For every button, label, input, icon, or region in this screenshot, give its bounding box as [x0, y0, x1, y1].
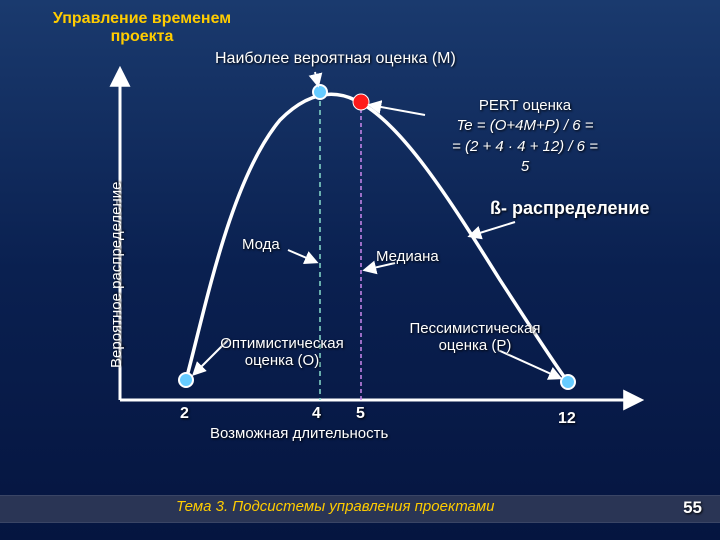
pert-formula: PERT оценка Te = (O+4M+P) / 6 = = (2 + 4…: [420, 96, 630, 177]
pert-title: PERT оценка: [420, 96, 630, 116]
footer-text: Тема 3. Подсистемы управления проектами: [176, 498, 495, 515]
xtick-2: 2: [180, 405, 189, 423]
label-beta: ß- распределение: [490, 198, 649, 219]
y-axis-label: Вероятное распределение: [108, 181, 125, 368]
xtick-12: 12: [558, 410, 576, 428]
xtick-5: 5: [356, 405, 365, 423]
slide: Управление временем проекта: [0, 0, 720, 540]
page-number: 55: [683, 498, 702, 518]
label-mode: Мода: [242, 236, 280, 253]
xtick-4: 4: [312, 405, 321, 423]
pert-line2: = (2 + 4 · 4 + 12) / 6 =: [420, 137, 630, 157]
label-most-likely: Наиболее вероятная оценка (M): [215, 50, 456, 68]
label-most-likely-text: Наиболее вероятная оценка (M): [215, 50, 456, 67]
pert-line1: Te = (O+4M+P) / 6 =: [420, 116, 630, 136]
label-pessimistic: Пессимистическая оценка (P): [390, 320, 560, 354]
x-axis-label: Возможная длительность: [210, 425, 388, 442]
label-median: Медиана: [376, 248, 439, 265]
pert-line3: 5: [420, 157, 630, 177]
label-optimistic: Оптимистическая оценка (O): [202, 335, 362, 369]
